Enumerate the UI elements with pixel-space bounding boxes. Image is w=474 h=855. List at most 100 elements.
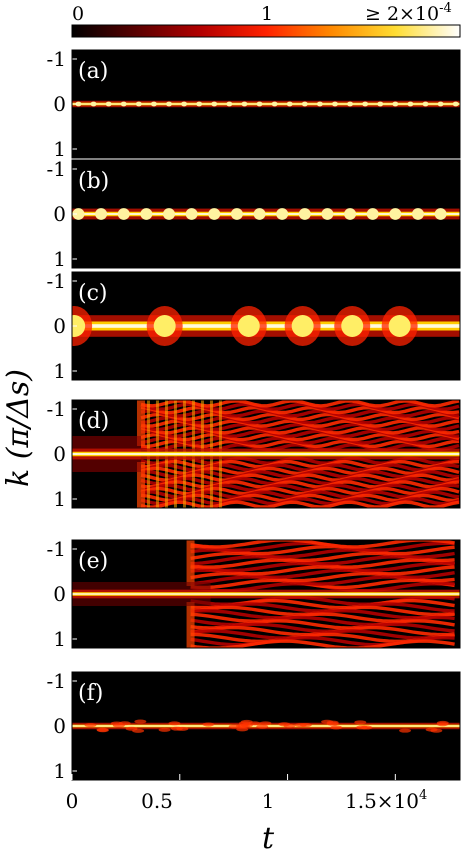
pulse [181, 101, 188, 107]
onset-edge [186, 540, 195, 586]
panel-c: (c) -1 0 1 [47, 269, 461, 383]
panel-label: (e) [78, 549, 108, 574]
x-axis-ticks: 0 0.5 1 1.5×104 [66, 788, 428, 813]
pulse [344, 208, 357, 220]
pulse [208, 208, 221, 220]
side-speck [240, 719, 253, 724]
y-tick-label: -1 [47, 157, 66, 181]
pulse [298, 208, 311, 220]
y-tick-label: 1 [53, 247, 66, 271]
pulse [105, 101, 112, 107]
pulse [90, 101, 97, 107]
panel-label: (b) [78, 169, 109, 194]
panels: (a) -1 0 1 (b) -1 0 1 (c) -1 0 1 (d) -1 0 1 (e) -1 0 1 (f) -1… [47, 47, 461, 783]
panel-label: (d) [78, 409, 109, 434]
y-tick-label: 0 [53, 92, 66, 116]
panel-b: (b) -1 0 1 [47, 157, 461, 271]
pulse [120, 101, 127, 107]
y-tick-label: 0 [53, 202, 66, 226]
side-speck [436, 722, 449, 727]
pulse [230, 208, 243, 220]
panel-label: (f) [78, 681, 103, 706]
panel-frame [71, 271, 461, 381]
y-tick-label: 0 [53, 442, 66, 466]
fringe-band [190, 578, 455, 590]
side-speck [240, 723, 253, 728]
pulse [407, 101, 414, 107]
burst [291, 315, 314, 337]
side-speck [168, 721, 181, 726]
panel-d: (d) -1 0 1 [47, 397, 461, 511]
y-tick-label: -1 [47, 669, 66, 693]
side-speck [256, 724, 269, 729]
burst [153, 315, 176, 337]
pulse [163, 208, 175, 220]
burst [388, 315, 411, 337]
pulse [150, 101, 157, 107]
pulse [437, 101, 444, 107]
pulse [362, 101, 369, 107]
colorbar-gradient [71, 24, 461, 38]
pulse [72, 208, 85, 220]
side-speck [355, 725, 368, 730]
pulse [286, 101, 293, 107]
side-speck [170, 726, 183, 731]
burst [72, 315, 86, 337]
x-tick-0: 0 [66, 789, 79, 813]
fringe-band [190, 639, 455, 648]
y-tick-label: -1 [47, 397, 66, 421]
pulse [196, 101, 203, 107]
fringe-band [190, 565, 455, 576]
side-speck [326, 721, 339, 726]
pulse [321, 208, 334, 220]
colorbar-min-label: 0 [72, 3, 84, 25]
pulse [135, 101, 142, 107]
pulse [452, 101, 459, 107]
pulse [377, 101, 384, 107]
fringe-band [190, 609, 455, 620]
y-tick-label: -1 [47, 47, 66, 71]
y-tick-label: 0 [53, 714, 66, 738]
pulse [211, 101, 218, 107]
x-axis-label: t [262, 821, 275, 855]
side-speck [236, 727, 249, 732]
pulse [95, 208, 108, 220]
colorbar-max-label: ≥ 2×10-4 [365, 1, 452, 25]
y-tick-label: 1 [53, 627, 66, 651]
x-tick-1: 0.5 [141, 789, 173, 813]
side-speck [202, 722, 215, 727]
k0-line-core [72, 103, 460, 105]
pulse [226, 101, 233, 107]
y-tick-label: 1 [53, 359, 66, 383]
panel-frame [71, 399, 461, 509]
pulse [117, 208, 130, 220]
panel-label: (c) [78, 281, 108, 306]
onset-edge [136, 400, 145, 446]
pulse [422, 101, 429, 107]
burst [237, 315, 260, 337]
colorbar-mid-label: 1 [261, 3, 273, 25]
y-tick-label: -1 [47, 269, 66, 293]
fringe-band [190, 622, 455, 633]
side-speck [330, 725, 343, 730]
pulse [331, 101, 338, 107]
y-axis-label: k (π/Δs) [1, 369, 36, 487]
pulse [271, 101, 278, 107]
pulse [256, 101, 263, 107]
pulse [366, 208, 379, 220]
side-speck [259, 721, 272, 726]
panel-frame [71, 49, 461, 159]
pulse [253, 208, 266, 220]
side-speck [299, 723, 312, 728]
y-tick-label: 0 [53, 582, 66, 606]
y-tick-label: 1 [53, 759, 66, 783]
x-tick-2: 1 [262, 789, 275, 813]
onset-edge [136, 462, 145, 508]
onset-edge [186, 602, 195, 648]
pulse [347, 101, 354, 107]
panel-frame [71, 671, 461, 781]
pulse [411, 208, 424, 220]
side-speck [134, 719, 147, 724]
panel-f: (f) -1 0 1 [47, 669, 461, 783]
y-tick-label: -1 [47, 537, 66, 561]
